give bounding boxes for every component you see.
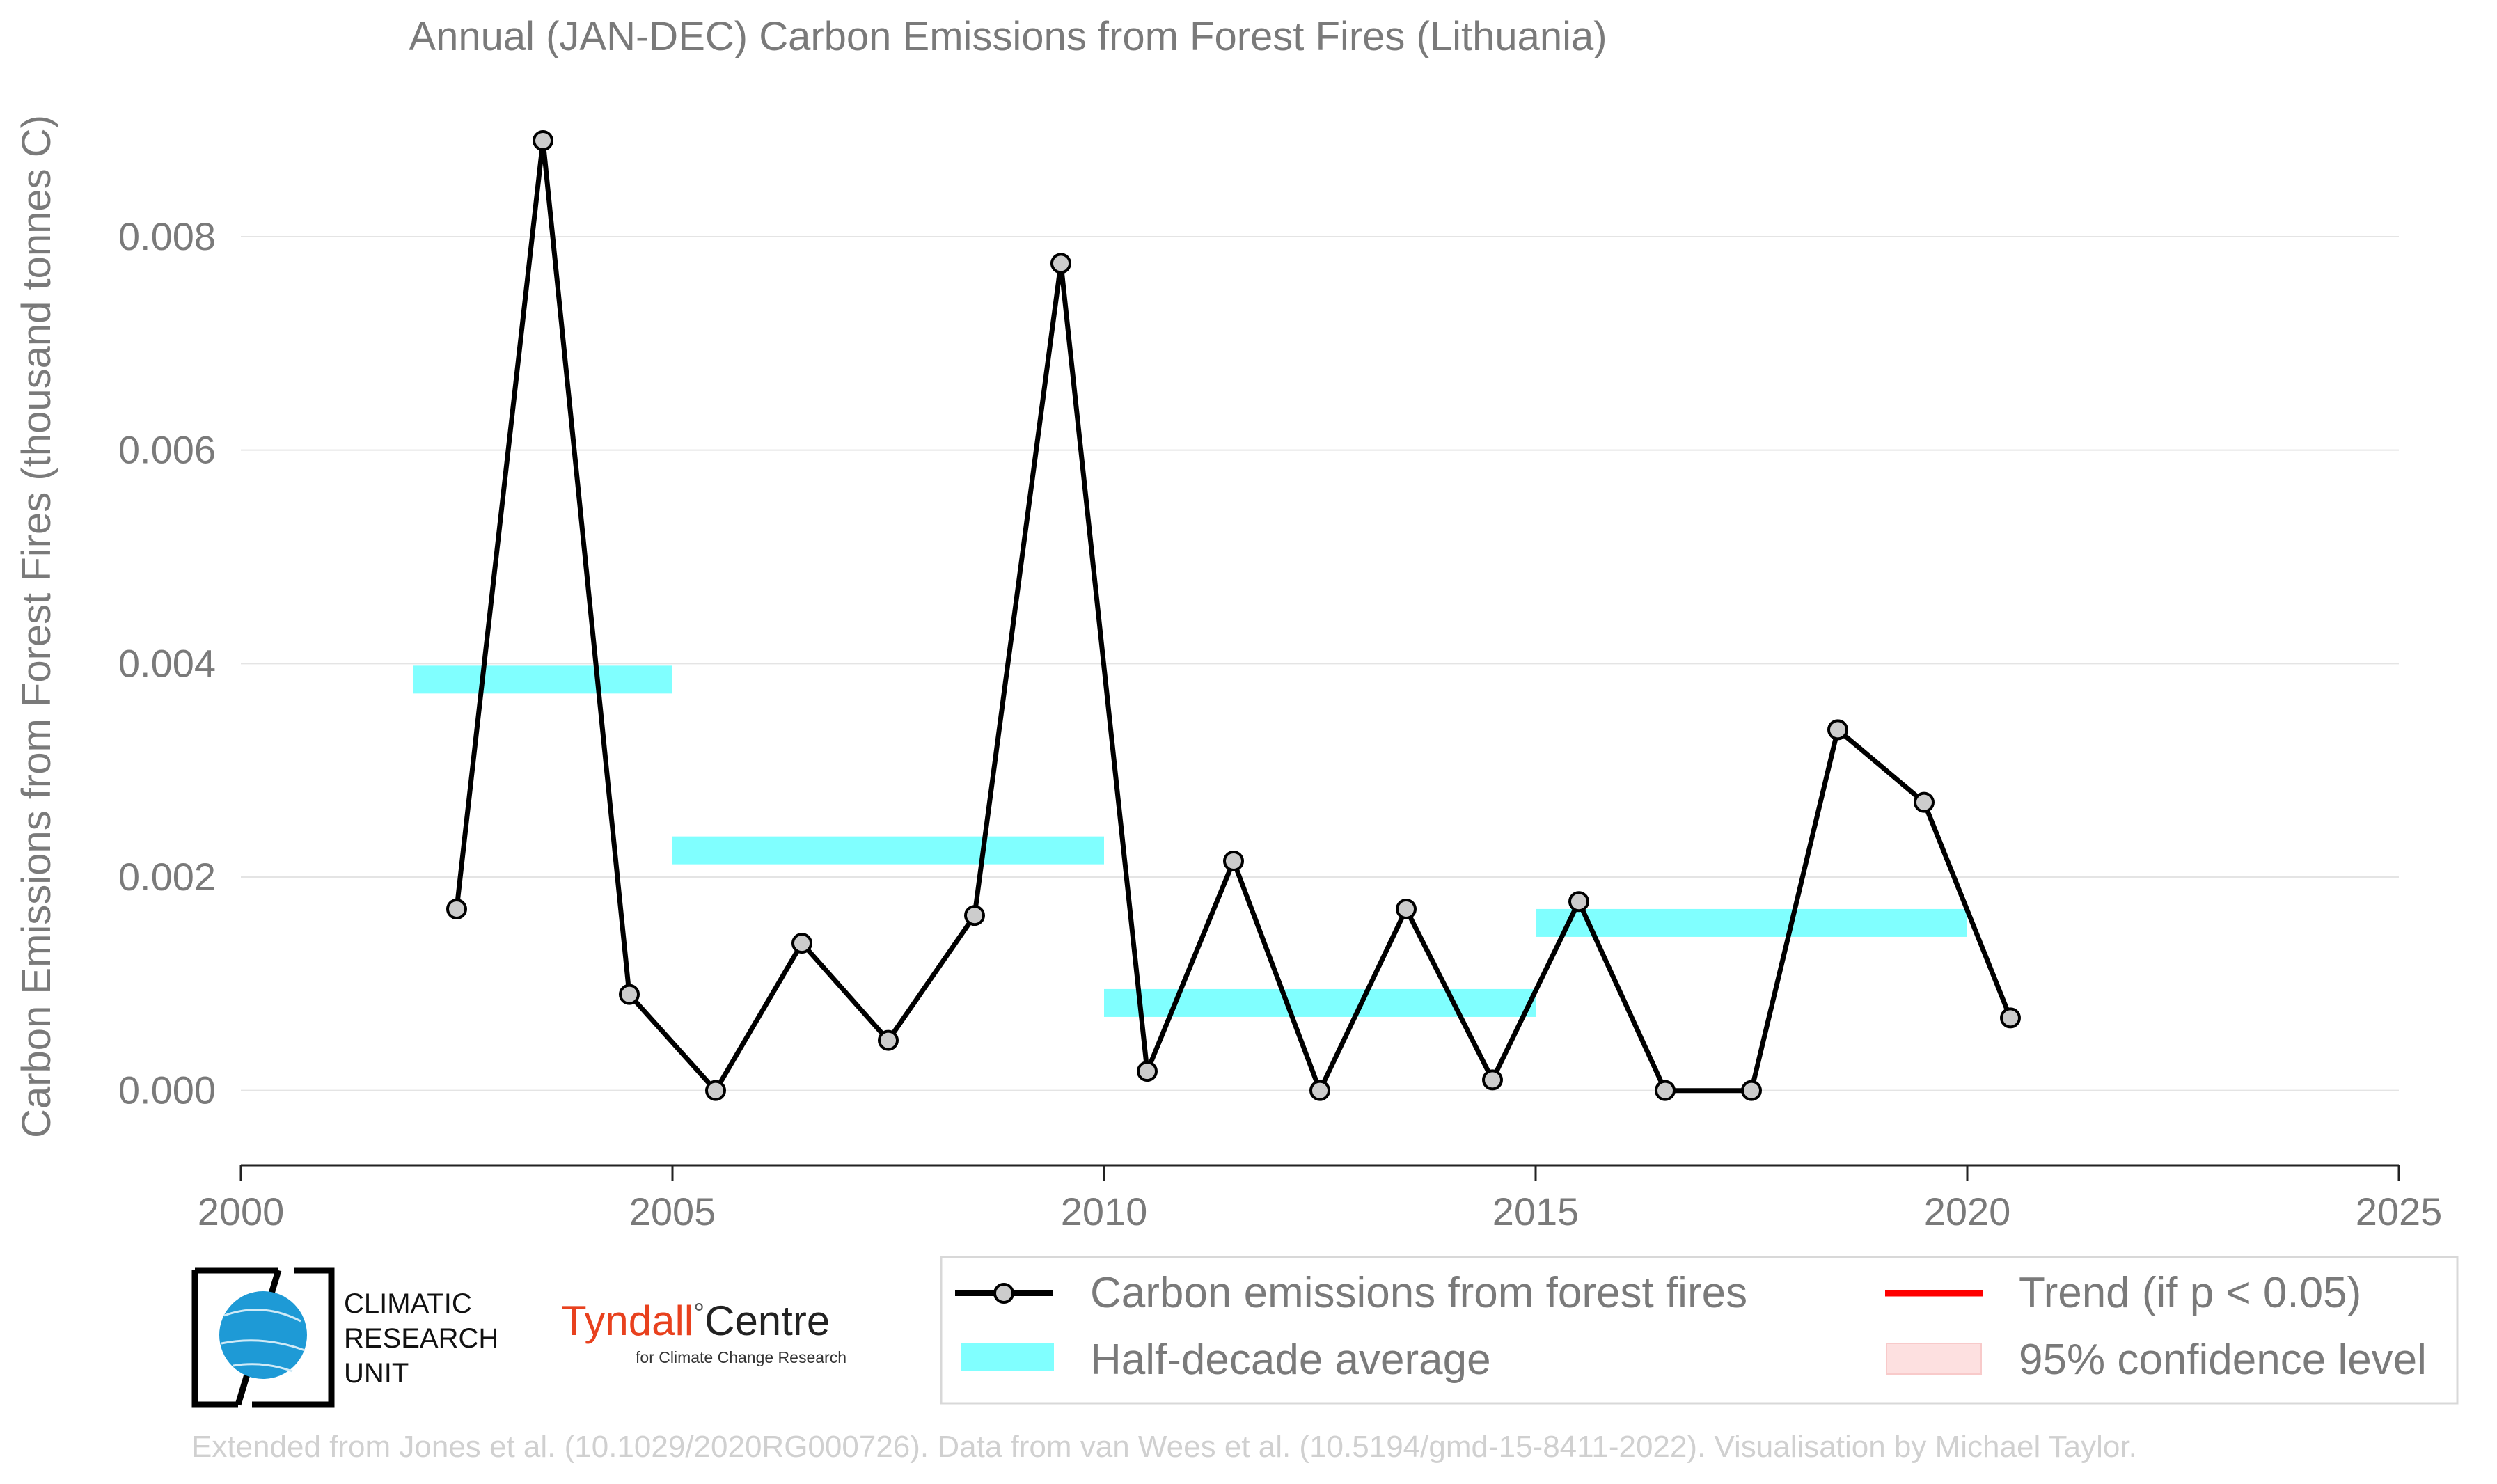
- half-decade-average-bar: [1536, 908, 1967, 937]
- cru-logo: CLIMATIC RESEARCH UNIT: [191, 1267, 498, 1408]
- data-point-marker: [791, 933, 812, 954]
- legend-average-label: Half-decade average: [1090, 1336, 1491, 1384]
- emissions-series-line: [454, 138, 2013, 1094]
- data-point-marker: [1914, 791, 1935, 813]
- half-decade-average-bar: [672, 836, 1104, 865]
- cru-line-1: CLIMATIC: [344, 1288, 472, 1319]
- x-tick-label: 2010: [1061, 1190, 1148, 1233]
- globe-icon: [219, 1291, 307, 1379]
- data-point-marker: [533, 130, 553, 151]
- y-tick-label: 0.008: [118, 214, 216, 258]
- y-tick-label: 0.000: [118, 1068, 216, 1112]
- data-point-marker: [619, 984, 640, 1005]
- data-point-marker: [1827, 719, 1848, 741]
- data-point-marker: [1050, 253, 1071, 274]
- x-tick-label: 2000: [198, 1190, 285, 1233]
- cru-line-2: RESEARCH: [344, 1323, 498, 1354]
- y-tick-label: 0.006: [118, 428, 216, 472]
- tyndall-subtitle: for Climate Change Research: [636, 1348, 846, 1366]
- legend-frame: [940, 1256, 2459, 1405]
- legend-ci-label: 95% confidence level: [2019, 1336, 2427, 1384]
- tyndall-logo: Tyndall°Centre for Climate Change Resear…: [561, 1297, 846, 1366]
- data-point-marker: [1396, 899, 1417, 919]
- data-point-marker: [964, 905, 985, 926]
- x-axis-ticks: 2000 2005 2010 2015 2020 2025: [198, 1165, 2443, 1233]
- half-decade-average-bars: [413, 665, 1967, 1017]
- gridlines: [241, 236, 2399, 1091]
- data-point-marker: [878, 1029, 899, 1051]
- data-point-marker: [1482, 1069, 1503, 1091]
- data-point-marker: [1655, 1080, 1676, 1101]
- data-point-marker: [446, 899, 467, 919]
- x-tick-label: 2005: [629, 1190, 716, 1233]
- cru-line-3: UNIT: [344, 1358, 409, 1389]
- data-point-marker: [1568, 891, 1589, 913]
- x-tick-label: 2025: [2356, 1190, 2443, 1233]
- x-tick-label: 2015: [1492, 1190, 1580, 1233]
- legend-trend-label: Trend (if p < 0.05): [2019, 1269, 2361, 1317]
- y-tick-label: 0.004: [118, 641, 216, 685]
- data-point-marker: [1309, 1080, 1330, 1101]
- svg-text:Tyndall°Centre: Tyndall°Centre: [561, 1297, 830, 1344]
- legend: Carbon emissions from forest fires Half-…: [940, 1256, 2459, 1405]
- chart-title: Annual (JAN-DEC) Carbon Emissions from F…: [409, 14, 1607, 59]
- legend-ci-swatch: [1886, 1343, 1982, 1375]
- y-tick-labels: 0.000 0.002 0.004 0.006 0.008: [118, 214, 216, 1112]
- data-point-marker: [1137, 1061, 1158, 1082]
- tyndall-name: Tyndall: [561, 1297, 693, 1344]
- legend-average-swatch: [961, 1343, 1054, 1371]
- tyndall-centre: Centre: [704, 1297, 830, 1344]
- data-point-marker: [1223, 851, 1244, 871]
- legend-marker-icon: [993, 1283, 1014, 1304]
- emissions-markers: [446, 130, 2021, 1101]
- y-tick-label: 0.002: [118, 855, 216, 899]
- y-axis-label: Carbon Emissions from Forest Fires (thou…: [14, 115, 59, 1138]
- data-point-marker: [1741, 1080, 1762, 1101]
- half-decade-average-bar: [413, 665, 672, 694]
- data-point-marker: [705, 1080, 726, 1101]
- x-tick-label: 2020: [1924, 1190, 2011, 1233]
- tyndall-degree: °: [693, 1298, 704, 1329]
- data-point-marker: [2000, 1007, 2021, 1029]
- source-footer: Extended from Jones et al. (10.1029/2020…: [191, 1430, 2137, 1464]
- legend-series-label: Carbon emissions from forest fires: [1090, 1269, 1747, 1317]
